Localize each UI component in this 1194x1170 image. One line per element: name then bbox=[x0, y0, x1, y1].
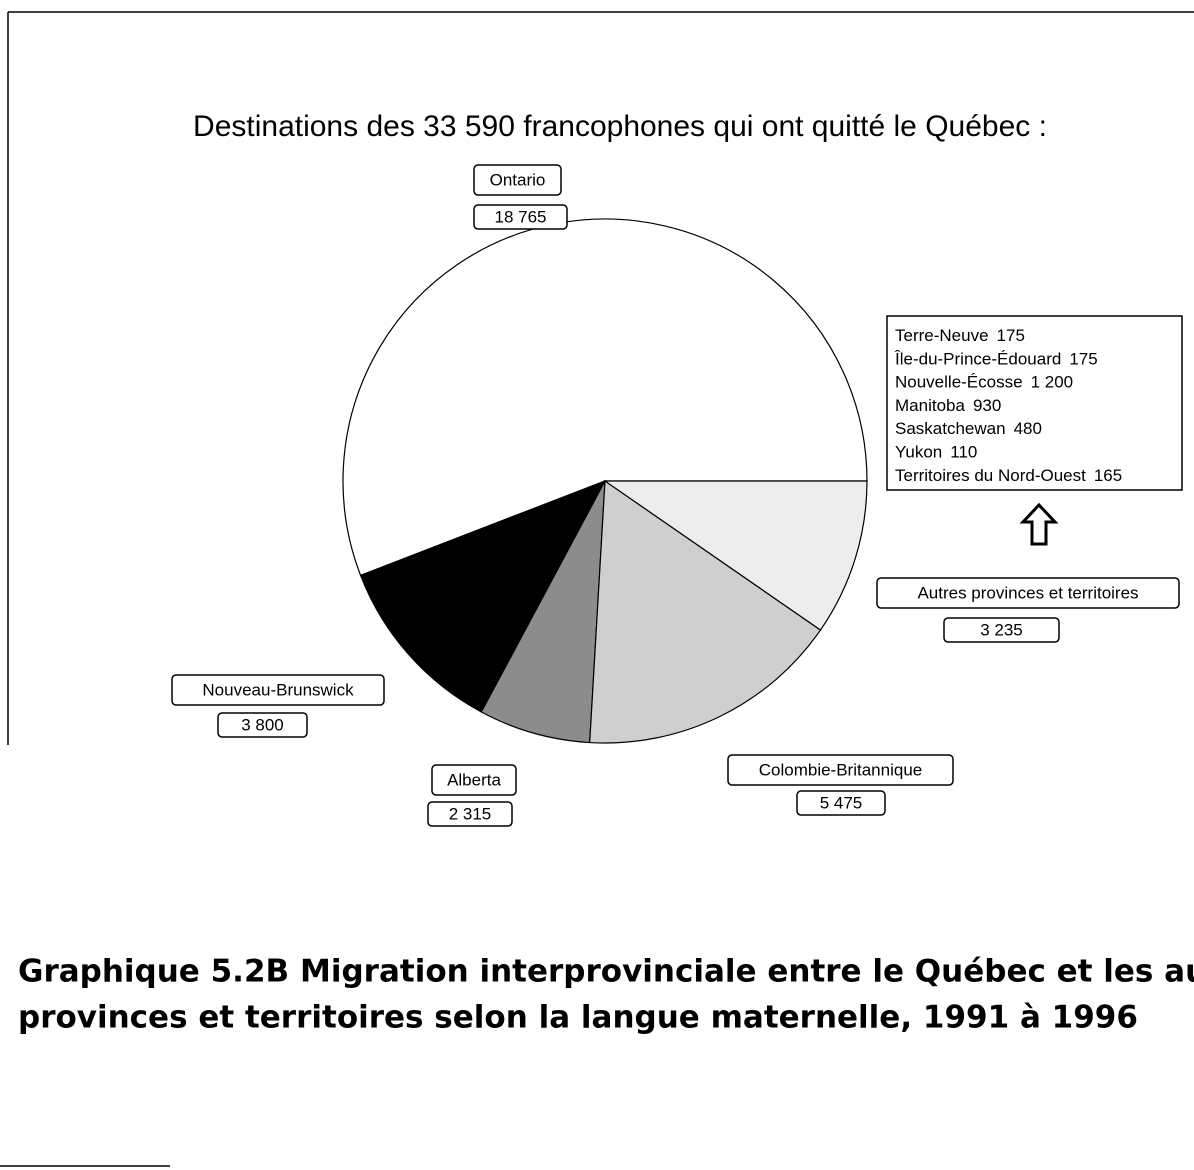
item-value: 110 bbox=[950, 443, 977, 462]
item-value: 1 200 bbox=[1031, 373, 1074, 392]
value-label: 2 315 bbox=[449, 804, 492, 823]
label-box bbox=[876, 577, 1180, 609]
item-name: Yukon bbox=[895, 443, 942, 462]
value-label: 3 800 bbox=[241, 715, 284, 734]
value-box bbox=[473, 204, 568, 230]
value-label: 5 475 bbox=[820, 793, 863, 812]
pie-slice bbox=[480, 480, 606, 744]
slice-labels: Ontario 18 765 Nouveau-Brunswick 3 800 Alber… bbox=[171, 164, 1180, 827]
value-box bbox=[217, 712, 308, 738]
item-value: 480 bbox=[1014, 420, 1042, 439]
value-box bbox=[796, 790, 886, 816]
value-label: 18 765 bbox=[495, 207, 547, 226]
item-value: 175 bbox=[997, 326, 1025, 345]
value-box bbox=[427, 801, 513, 827]
annotation-item: Terre-Neuve 175 bbox=[895, 326, 1025, 345]
slice-name: Alberta bbox=[447, 770, 501, 789]
item-name: Île-du-Prince-Édouard bbox=[894, 350, 1061, 369]
item-name: Saskatchewan bbox=[895, 420, 1006, 439]
item-value: 175 bbox=[1069, 350, 1097, 369]
caption-number: Graphique 5.2B bbox=[18, 954, 289, 990]
pie-slice bbox=[603, 480, 868, 631]
pie bbox=[342, 218, 868, 744]
annotation-item: Manitoba 930 bbox=[895, 396, 1001, 415]
annotation-box bbox=[886, 315, 1183, 491]
caption-line2: provinces et territoires selon la langue… bbox=[18, 1000, 1138, 1036]
slice-name: Autres provinces et territoires bbox=[917, 583, 1138, 602]
label-box bbox=[171, 674, 385, 706]
annotation-item: Saskatchewan 480 bbox=[895, 420, 1042, 439]
item-name: Territoires du Nord-Ouest bbox=[895, 466, 1086, 485]
label-box bbox=[727, 754, 954, 786]
pie-slice bbox=[589, 479, 822, 744]
arrow-up bbox=[1019, 502, 1059, 546]
item-value: 165 bbox=[1094, 466, 1122, 485]
annotation-item: Territoires du Nord-Ouest 165 bbox=[895, 466, 1122, 485]
chart-title: Destinations des 33 590 francophones qui… bbox=[193, 110, 1047, 143]
slice-name: Colombie-Britannique bbox=[759, 760, 922, 779]
slice-name: Nouveau-Brunswick bbox=[202, 680, 354, 699]
item-value: 930 bbox=[973, 396, 1001, 415]
item-name: Manitoba bbox=[895, 396, 965, 415]
slice-name: Ontario bbox=[490, 170, 546, 189]
annotation-items: Terre-Neuve 175 Île-du-Prince-Édouard 175 No… bbox=[894, 326, 1122, 485]
annotation-item: Île-du-Prince-Édouard 175 bbox=[894, 350, 1098, 369]
pie-slice bbox=[359, 479, 607, 713]
value-box bbox=[943, 617, 1060, 643]
annotation-item: Nouvelle-Écosse 1 200 bbox=[895, 373, 1073, 392]
item-name: Terre-Neuve bbox=[895, 326, 989, 345]
caption-line1: Migration interprovinciale entre le Québ… bbox=[300, 954, 1194, 990]
value-label: 3 235 bbox=[980, 620, 1023, 639]
label-box bbox=[431, 764, 517, 796]
annotation-item: Yukon 110 bbox=[895, 443, 977, 462]
item-name: Nouvelle-Écosse bbox=[895, 373, 1023, 392]
label-box bbox=[473, 164, 562, 196]
